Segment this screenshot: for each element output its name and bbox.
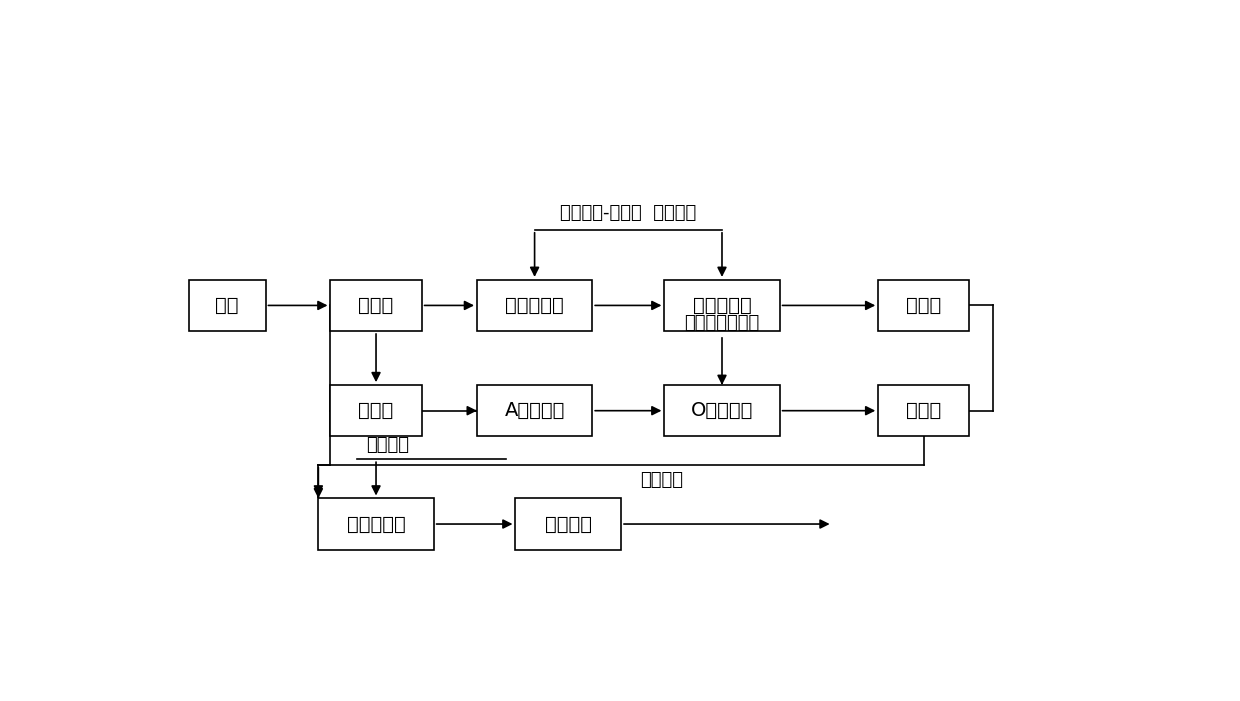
Bar	[330, 385, 422, 436]
Bar	[665, 280, 780, 331]
Bar	[319, 498, 434, 550]
Text: 加入镁盐-磷酸盐  通入臭氧: 加入镁盐-磷酸盐 通入臭氧	[560, 204, 697, 222]
Text: O级生化池: O级生化池	[691, 401, 753, 420]
Bar	[188, 280, 265, 331]
Text: 絮凝沉淀池: 絮凝沉淀池	[505, 296, 564, 315]
Bar	[516, 498, 621, 550]
Bar	[330, 280, 422, 331]
Bar	[477, 385, 593, 436]
Text: A级生化池: A级生化池	[505, 401, 564, 420]
Text: 事故池: 事故池	[358, 401, 393, 420]
Text: 通过生物絮凝剂: 通过生物絮凝剂	[684, 315, 760, 332]
Text: 通入臭氧: 通入臭氧	[367, 436, 409, 454]
Text: 气浮池: 气浮池	[906, 296, 941, 315]
Bar	[878, 385, 970, 436]
Bar	[477, 280, 593, 331]
Text: 催化氧化塔: 催化氧化塔	[347, 515, 405, 533]
Text: 原水: 原水	[216, 296, 239, 315]
Text: 生物滤塔: 生物滤塔	[544, 515, 591, 533]
Text: 二沉池: 二沉池	[906, 401, 941, 420]
Bar	[878, 280, 970, 331]
Text: 转化反应池: 转化反应池	[693, 296, 751, 315]
Text: 调节池: 调节池	[358, 296, 393, 315]
Bar	[665, 385, 780, 436]
Text: 达标排放: 达标排放	[640, 471, 683, 489]
